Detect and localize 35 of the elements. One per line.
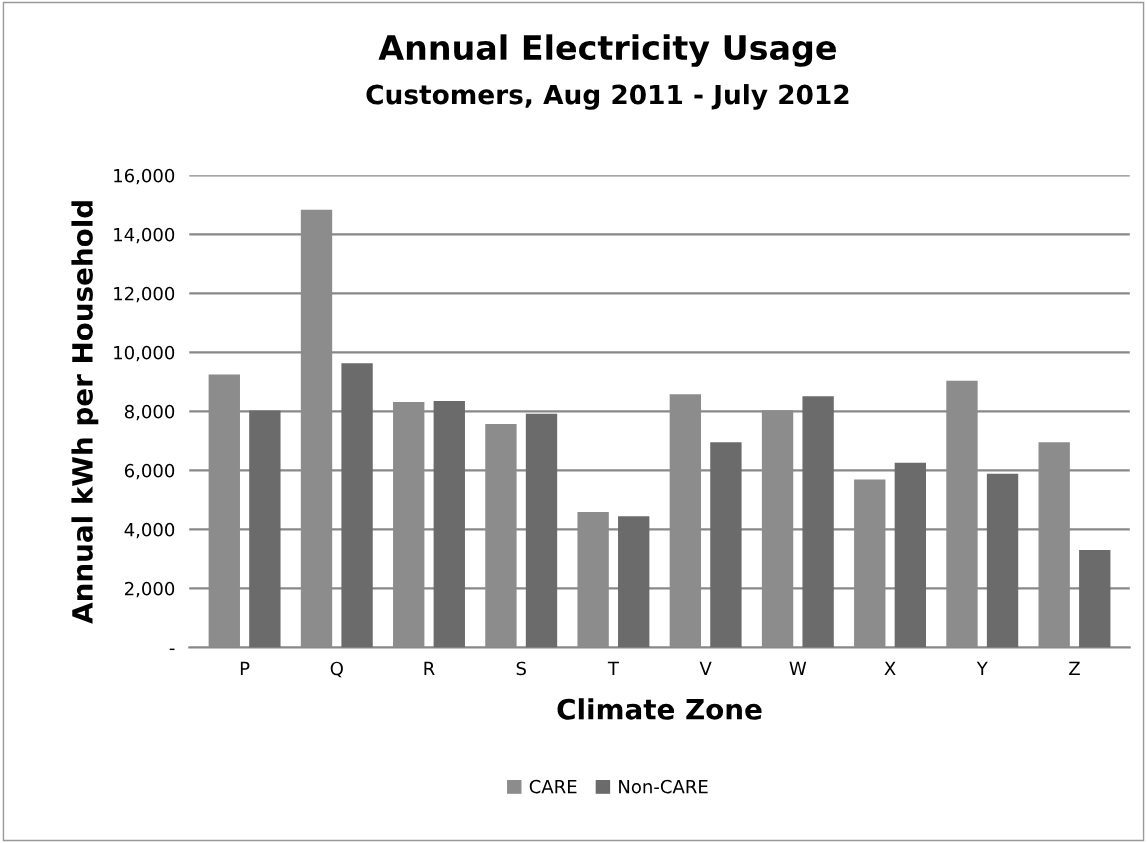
bar <box>249 410 281 648</box>
y-tick-label: 8,000 <box>124 404 175 421</box>
y-tick-label: 6,000 <box>124 463 175 480</box>
legend-label: Non-CARE <box>619 779 708 794</box>
bar <box>802 396 834 648</box>
y-tick-label: 10,000 <box>114 345 175 362</box>
bar <box>1079 550 1111 648</box>
y-tick-label: 4,000 <box>124 522 175 539</box>
bar <box>986 473 1019 648</box>
x-tick-label: T <box>607 661 619 676</box>
y-axis-title: Annual kWh per Household <box>71 201 99 624</box>
bar <box>618 516 650 648</box>
y-tick-label: 12,000 <box>114 286 175 303</box>
x-tick-label: S <box>516 661 526 676</box>
bar <box>433 401 465 648</box>
x-tick-label: W <box>789 661 807 676</box>
x-tick-label: Z <box>1069 661 1080 676</box>
chart-title: Annual Electricity Usage <box>378 34 836 67</box>
y-tick-label: 16,000 <box>114 168 175 185</box>
y-tick-label: - <box>169 648 175 651</box>
x-tick-label: X <box>884 661 896 676</box>
x-tick-label: V <box>699 661 712 676</box>
x-tick-label: Y <box>976 661 988 676</box>
x-axis-title: Climate Zone <box>557 698 762 720</box>
chart-subtitle: Customers, Aug 2011 - July 2012 <box>366 84 849 110</box>
x-tick-label: P <box>240 661 250 676</box>
x-tick-label: Q <box>330 661 343 678</box>
bar <box>894 462 927 648</box>
x-tick-label: R <box>424 661 435 676</box>
bar <box>341 363 373 648</box>
y-tick-label: 14,000 <box>114 227 175 244</box>
bar <box>710 442 742 648</box>
legend-label: CARE <box>529 779 577 794</box>
y-tick-label: 2,000 <box>125 581 175 598</box>
bar <box>525 413 558 648</box>
